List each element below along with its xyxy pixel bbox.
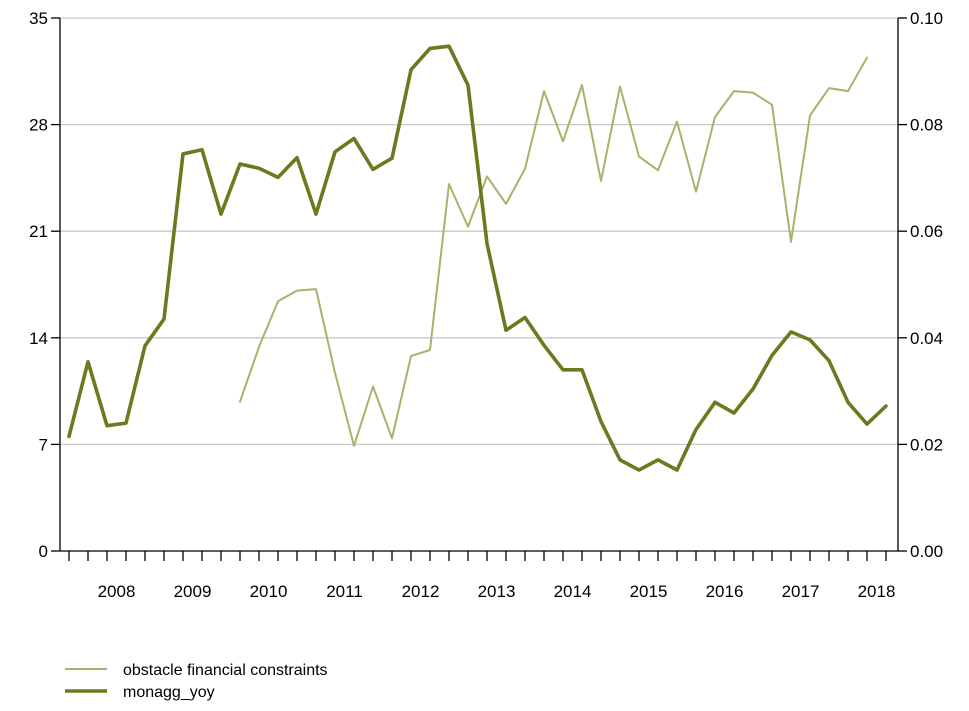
- right-tick-label: 0.06: [910, 222, 943, 241]
- x-tick-label: 2010: [250, 582, 288, 601]
- x-tick-label: 2016: [706, 582, 744, 601]
- series-line-monagg-yoy: [67, 44, 888, 472]
- axes: 0 0.00 7 0.02 14 0.04 21 0.06 28 0.08 35 0.10 2008 20…: [29, 9, 943, 601]
- left-tick-label: 0: [39, 542, 48, 561]
- left-tick-label: 21: [29, 222, 48, 241]
- right-tick-label: 0.00: [910, 542, 943, 561]
- left-tick-label: 14: [29, 329, 48, 348]
- x-tick-label: 2014: [554, 582, 592, 601]
- x-tick-label: 2017: [782, 582, 820, 601]
- legend: obstacle financial constraints monagg_yoy: [65, 662, 328, 701]
- x-tick-label: 2013: [478, 582, 516, 601]
- right-tick-label: 0.08: [910, 116, 943, 135]
- x-tick-label: 2015: [630, 582, 668, 601]
- x-tick-label: 2009: [174, 582, 212, 601]
- right-tick-label: 0.04: [910, 329, 943, 348]
- left-tick-label: 35: [29, 9, 48, 28]
- x-tick-label: 2012: [402, 582, 440, 601]
- series-line-obstacle-financial-constraints: [239, 56, 868, 447]
- right-tick-label: 0.10: [910, 9, 943, 28]
- gridlines: [60, 17, 898, 446]
- left-tick-label: 7: [39, 435, 48, 454]
- right-tick-label: 0.02: [910, 435, 943, 454]
- left-tick-label: 28: [29, 116, 48, 135]
- series-lines: [67, 44, 888, 472]
- x-tick-label: 2011: [326, 582, 363, 601]
- x-tick-label: 2008: [98, 582, 136, 601]
- x-tick-label: 2018: [858, 582, 896, 601]
- legend-label: monagg_yoy: [123, 684, 215, 701]
- legend-label: obstacle financial constraints: [123, 662, 328, 679]
